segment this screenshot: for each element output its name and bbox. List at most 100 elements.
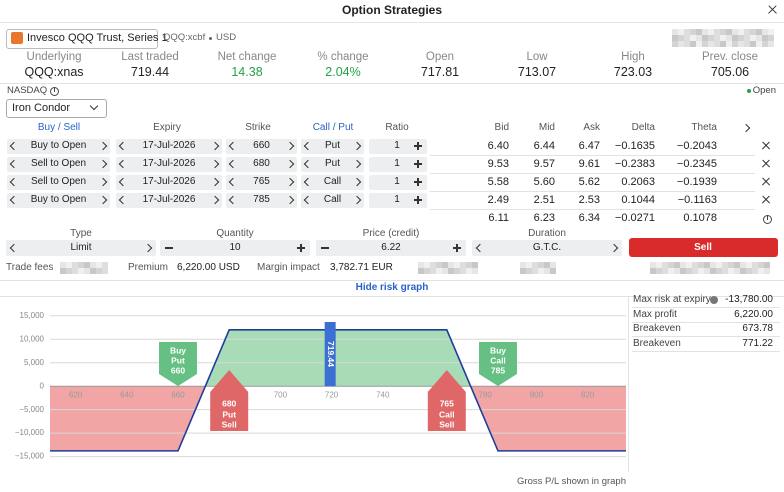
leg-field[interactable] [301,192,364,208]
column-header: Buy / Sell [37,122,81,133]
redacted [538,268,544,274]
order-field[interactable] [160,240,310,256]
leg-number: −0.1163 [677,194,717,206]
leg-value: 1 [394,158,400,169]
redacted [702,41,708,47]
plus-icon[interactable] [300,244,302,252]
leg-value: 17-Jul-2026 [142,158,196,169]
quote-value: 717.81 [420,65,460,79]
redacted [424,262,430,268]
leg-field[interactable] [369,192,427,208]
leg-field[interactable] [116,156,222,172]
quote-value: QQQ:xnas [24,65,84,79]
y-tick-label: −5,000 [19,405,44,414]
redacted [710,262,716,268]
x-tick-label: 620 [69,390,83,399]
divider [430,209,755,210]
instrument-box[interactable] [6,29,158,49]
redacted [678,35,684,41]
toggle-risk-graph[interactable]: Hide risk graph [355,282,429,293]
redacted [696,41,702,47]
order-field[interactable] [472,240,622,256]
redacted [430,262,436,268]
redacted [418,268,424,274]
summary-value: 6,220.00 [734,308,773,320]
redacted [720,29,726,35]
marker-label: Call [439,409,455,419]
redacted [696,35,702,41]
instrument-code: QQQ:xcbf [163,32,206,43]
leg-field[interactable] [116,192,222,208]
leg-field[interactable] [301,156,364,172]
sell-button[interactable] [629,238,778,257]
order-field[interactable] [316,240,466,256]
redacted [650,262,656,268]
redacted [726,29,732,35]
order-field[interactable] [6,240,156,256]
redacted [466,262,472,268]
leg-field[interactable] [301,174,364,190]
leg-field[interactable] [226,138,297,154]
divider [0,280,784,281]
leg-number: 5.62 [578,176,600,188]
leg-field[interactable] [369,174,427,190]
leg-field[interactable] [226,192,297,208]
plus-icon[interactable] [417,196,419,204]
leg-number: 2.49 [487,194,509,206]
plus-icon[interactable] [417,160,419,168]
clock-icon [762,214,772,224]
plus-icon[interactable] [456,244,458,252]
leg-field[interactable] [7,174,110,190]
redacted [662,262,668,268]
leg-field[interactable] [116,174,222,190]
redacted [690,35,696,41]
redacted [550,262,556,268]
leg-value: 660 [253,140,270,151]
leg-field[interactable] [369,138,427,154]
leg-field[interactable] [226,156,297,172]
marker-strike: 660 [171,365,185,375]
divider [0,22,784,23]
column-header: Theta [691,122,717,133]
panel-divider [628,296,629,472]
minus-icon[interactable] [321,247,329,249]
summary-value: 673.78 [742,323,773,335]
leg-total: 6.34 [578,212,600,224]
redacted [708,41,714,47]
plus-icon[interactable] [417,142,419,150]
leg-value: Buy to Open [30,194,87,205]
redacted [442,262,448,268]
sell-button-label[interactable]: Sell [694,241,712,253]
clock-hand [53,88,55,92]
redacted [756,29,762,35]
redacted [424,268,430,274]
leg-field[interactable] [7,138,110,154]
leg-field[interactable] [7,192,110,208]
redacted [732,41,738,47]
leg-field[interactable] [369,156,427,172]
divider [632,307,780,308]
marker-label: Call [490,355,506,365]
redacted [60,268,66,274]
leg-field[interactable] [7,156,110,172]
redacted [550,268,556,274]
leg-field[interactable] [226,174,297,190]
redacted [708,29,714,35]
redacted [78,262,84,268]
redacted [436,268,442,274]
redacted [762,35,768,41]
redacted [66,268,72,274]
quote-label: Low [526,51,548,63]
quote-label: Net change [217,51,277,63]
strategy-select[interactable] [6,99,107,118]
leg-field[interactable] [116,138,222,154]
redacted [684,35,690,41]
minus-icon[interactable] [165,247,173,249]
redacted [84,268,90,274]
quote-value: 713.07 [517,65,557,79]
order-value: Limit [70,242,92,253]
leg-field[interactable] [301,138,364,154]
leg-number: 0.1044 [621,194,655,206]
plus-icon[interactable] [417,178,419,186]
redacted [78,268,84,274]
